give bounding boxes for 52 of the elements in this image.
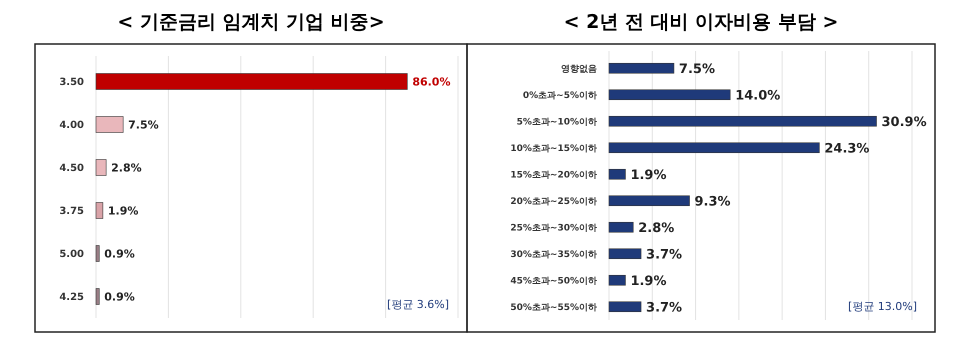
chart-title: < 2년 전 대비 이자비용 부담 > (564, 11, 838, 33)
bar (96, 288, 100, 305)
bar (608, 222, 634, 233)
y-tick-label: 25%초과~30%이하 (510, 223, 597, 234)
y-tick-label: 0%초과~5%이하 (522, 90, 597, 101)
bar (608, 195, 690, 206)
y-tick-label: 영향없음 (561, 64, 597, 74)
y-tick-label: 3.50 (59, 77, 84, 88)
bar (608, 168, 626, 180)
bar (608, 248, 642, 260)
bar (96, 116, 124, 133)
bar (608, 142, 820, 154)
bar (96, 202, 104, 219)
chart-title: < 기준금리 임계치 기업 비중> (117, 11, 385, 33)
bar (96, 245, 100, 262)
annotation: [평균 3.6%] (386, 298, 449, 311)
y-tick-label: 4.00 (59, 120, 84, 131)
data-label: 1.9% (630, 274, 667, 289)
data-label: 30.9% (882, 114, 927, 130)
data-label: 1.9% (630, 168, 667, 183)
y-tick-label: 5%초과~10%이하 (516, 117, 597, 128)
y-tick-label: 30%초과~35%이하 (510, 250, 597, 260)
data-label: 3.7% (646, 300, 682, 316)
y-tick-label: 4.50 (59, 163, 84, 174)
y-tick-label: 5.00 (59, 249, 84, 260)
bar (608, 301, 642, 312)
data-label: 24.3% (824, 141, 870, 156)
bar (96, 159, 106, 176)
y-tick-label: 15%초과~20%이하 (510, 170, 597, 180)
data-label: 7.5% (678, 62, 715, 77)
y-tick-label: 45%초과~50%이하 (510, 276, 597, 286)
annotation: [평균 13.0%] (848, 300, 917, 313)
bar (608, 89, 730, 100)
y-tick-label: 3.75 (59, 206, 84, 217)
data-label: 86.0% (412, 75, 450, 88)
data-label: 0.9% (104, 290, 135, 304)
data-label: 2.8% (111, 161, 142, 174)
data-label: 14.0% (735, 88, 780, 104)
y-tick-label: 20%초과~25%이하 (510, 196, 597, 207)
bar (608, 274, 626, 286)
data-label: 3.7% (646, 247, 682, 262)
data-label: 2.8% (638, 220, 674, 236)
bar (608, 62, 674, 74)
y-tick-label: 4.25 (59, 292, 84, 303)
data-label: 7.5% (128, 118, 159, 132)
data-label: 1.9% (108, 204, 138, 218)
y-tick-label: 50%초과~55%이하 (510, 302, 597, 313)
data-label: 0.9% (104, 247, 135, 260)
y-tick-label: 10%초과~15%이하 (510, 144, 597, 154)
bar (96, 73, 408, 90)
bar (608, 116, 877, 127)
data-label: 9.3% (694, 194, 731, 210)
